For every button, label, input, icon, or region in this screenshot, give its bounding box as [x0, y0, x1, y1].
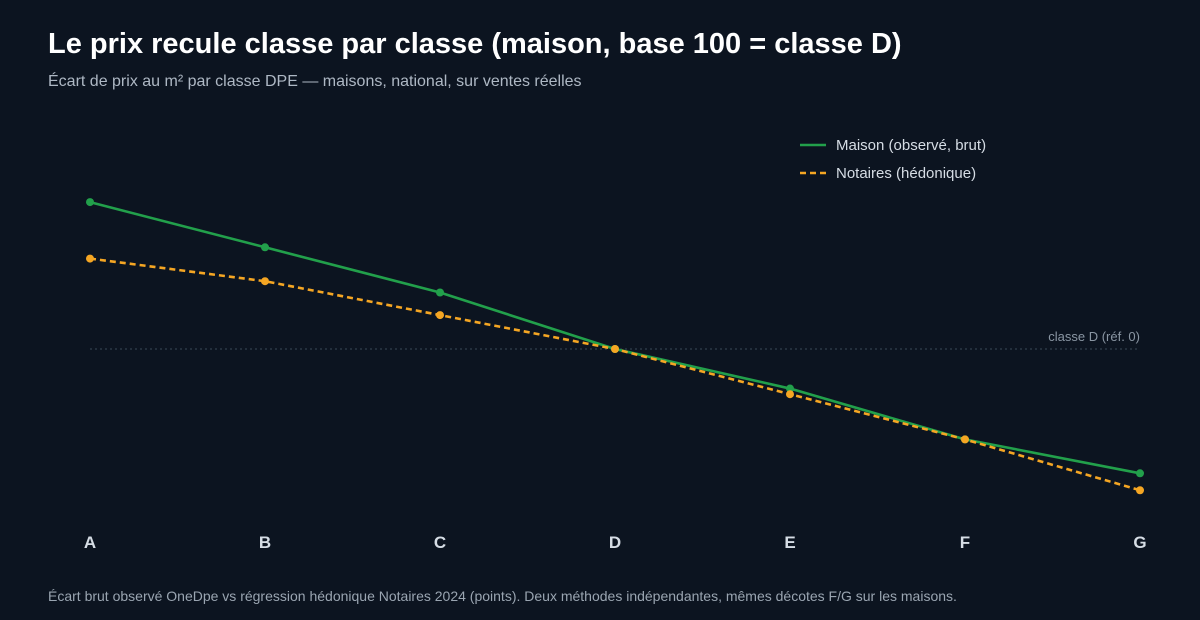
reference-line-label: classe D (réf. 0)	[1048, 329, 1140, 344]
data-point-s1-b	[261, 243, 269, 252]
data-point-s2-f	[961, 435, 969, 444]
x-tick-label-g: G	[1133, 533, 1146, 552]
legend-label-1: Maison (observé, brut)	[836, 137, 986, 154]
x-tick-label-e: E	[784, 533, 795, 552]
series-line-2	[89, 257, 1141, 492]
data-point-s2-e	[786, 390, 794, 399]
data-point-s2-c	[436, 311, 444, 320]
data-point-s1-a	[86, 198, 94, 207]
chart-title: Le prix recule classe par classe (maison…	[48, 28, 902, 60]
data-point-s2-a	[86, 254, 94, 263]
x-tick-label-c: C	[434, 533, 446, 552]
x-tick-label-a: A	[84, 533, 96, 552]
chart-subtitle: Écart de prix au m² par classe DPE — mai…	[48, 73, 582, 90]
series-line-1	[89, 200, 1141, 475]
data-point-s1-g	[1136, 469, 1144, 478]
x-tick-label-b: B	[259, 533, 271, 552]
chart-footnote: Écart brut observé OneDpe vs régression …	[48, 588, 957, 604]
data-point-s1-e	[786, 384, 794, 393]
legend-label-2: Notaires (hédonique)	[836, 165, 976, 182]
data-point-s1-c	[436, 288, 444, 297]
data-point-s2-g	[1136, 486, 1144, 495]
x-tick-label-d: D	[609, 533, 621, 552]
data-point-s2-b	[261, 277, 269, 286]
data-point-s2-d	[611, 345, 619, 353]
x-tick-label-f: F	[960, 533, 970, 552]
